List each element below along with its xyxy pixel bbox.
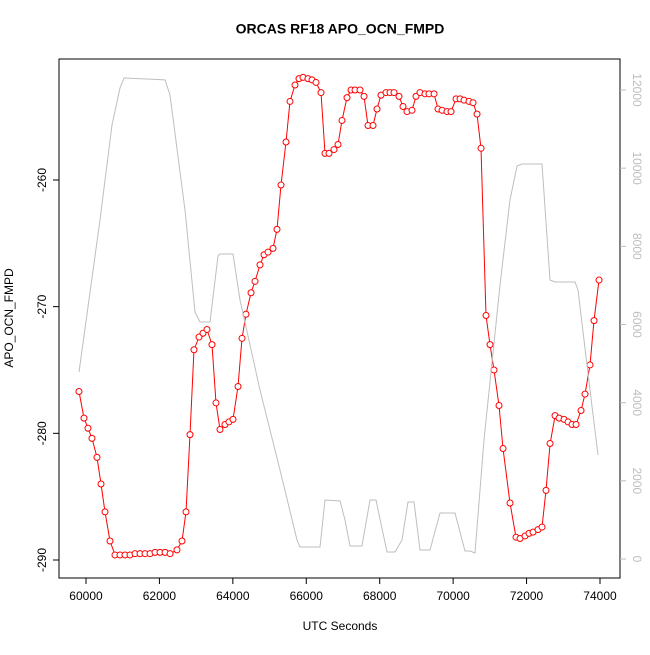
- point: [101, 508, 109, 516]
- x-tick-label: 72000: [510, 589, 544, 603]
- point: [577, 407, 585, 415]
- y2-tick-label: 4000: [630, 389, 644, 416]
- point: [229, 415, 237, 423]
- point: [182, 508, 190, 516]
- x-tick-label: 62000: [143, 589, 177, 603]
- point: [373, 105, 381, 113]
- y-tick-label: -290: [35, 548, 49, 572]
- y2-tick-label: 0: [630, 556, 644, 563]
- point: [247, 289, 255, 297]
- point: [330, 146, 338, 154]
- point: [97, 480, 105, 488]
- point: [273, 225, 281, 233]
- point: [595, 276, 603, 284]
- point: [469, 99, 477, 107]
- point: [482, 312, 490, 320]
- x-tick-label: 64000: [216, 589, 250, 603]
- point: [178, 537, 186, 545]
- point: [84, 424, 92, 432]
- y2-tick-label: 10000: [630, 151, 644, 185]
- x-tick-label: 66000: [290, 589, 324, 603]
- point: [499, 445, 507, 453]
- point: [291, 81, 299, 89]
- point: [282, 138, 290, 146]
- point: [546, 439, 554, 447]
- y2-tick-label: 8000: [630, 233, 644, 260]
- plot-frame: [58, 58, 621, 579]
- point: [506, 499, 514, 507]
- series-line: [78, 77, 599, 554]
- point: [312, 78, 320, 86]
- point: [369, 122, 377, 130]
- point: [360, 92, 368, 100]
- y-tick-label: -260: [35, 168, 49, 192]
- point: [343, 94, 351, 102]
- point: [408, 106, 416, 114]
- point: [173, 546, 181, 554]
- point: [75, 388, 83, 396]
- point: [208, 341, 216, 349]
- point: [486, 341, 494, 349]
- x-tick-label: 70000: [436, 589, 470, 603]
- point: [166, 550, 174, 558]
- y-tick-label: -280: [35, 421, 49, 445]
- point: [390, 89, 398, 97]
- point: [190, 346, 198, 354]
- point: [586, 361, 594, 369]
- point: [93, 453, 101, 461]
- point: [80, 414, 88, 422]
- point: [264, 248, 272, 256]
- point: [106, 537, 114, 545]
- point: [234, 382, 242, 390]
- point: [317, 89, 325, 97]
- point: [269, 244, 277, 252]
- point: [88, 434, 96, 442]
- point: [395, 92, 403, 100]
- point: [495, 401, 503, 409]
- y2-tick-label: 2000: [630, 467, 644, 494]
- y2-tick-label: 6000: [630, 311, 644, 338]
- point: [447, 108, 455, 116]
- point: [477, 144, 485, 152]
- series-line: [78, 76, 600, 556]
- point: [238, 334, 246, 342]
- point: [186, 431, 194, 439]
- point: [251, 277, 259, 285]
- point: [356, 86, 364, 94]
- point: [538, 523, 546, 531]
- y-tick-label: -270: [35, 294, 49, 318]
- x-tick-label: 68000: [363, 589, 397, 603]
- point: [256, 261, 264, 269]
- point: [399, 103, 407, 111]
- point: [286, 97, 294, 105]
- point: [277, 181, 285, 189]
- point: [334, 141, 342, 149]
- point: [590, 317, 598, 325]
- point: [325, 149, 333, 157]
- x-tick-label: 74000: [583, 589, 617, 603]
- x-tick-label: 60000: [69, 589, 103, 603]
- point: [473, 110, 481, 118]
- point: [216, 426, 224, 434]
- point: [581, 390, 589, 398]
- point: [212, 399, 220, 407]
- x-axis-label: UTC Seconds: [303, 619, 378, 633]
- y2-tick-label: 12000: [630, 73, 644, 107]
- y-axis-label: APO_OCN_FMPD: [2, 268, 16, 368]
- point: [338, 116, 346, 124]
- chart-title: ORCAS RF18 APO_OCN_FMPD: [236, 21, 445, 37]
- point: [430, 90, 438, 98]
- point: [572, 420, 580, 428]
- point: [542, 486, 550, 494]
- point: [203, 325, 211, 333]
